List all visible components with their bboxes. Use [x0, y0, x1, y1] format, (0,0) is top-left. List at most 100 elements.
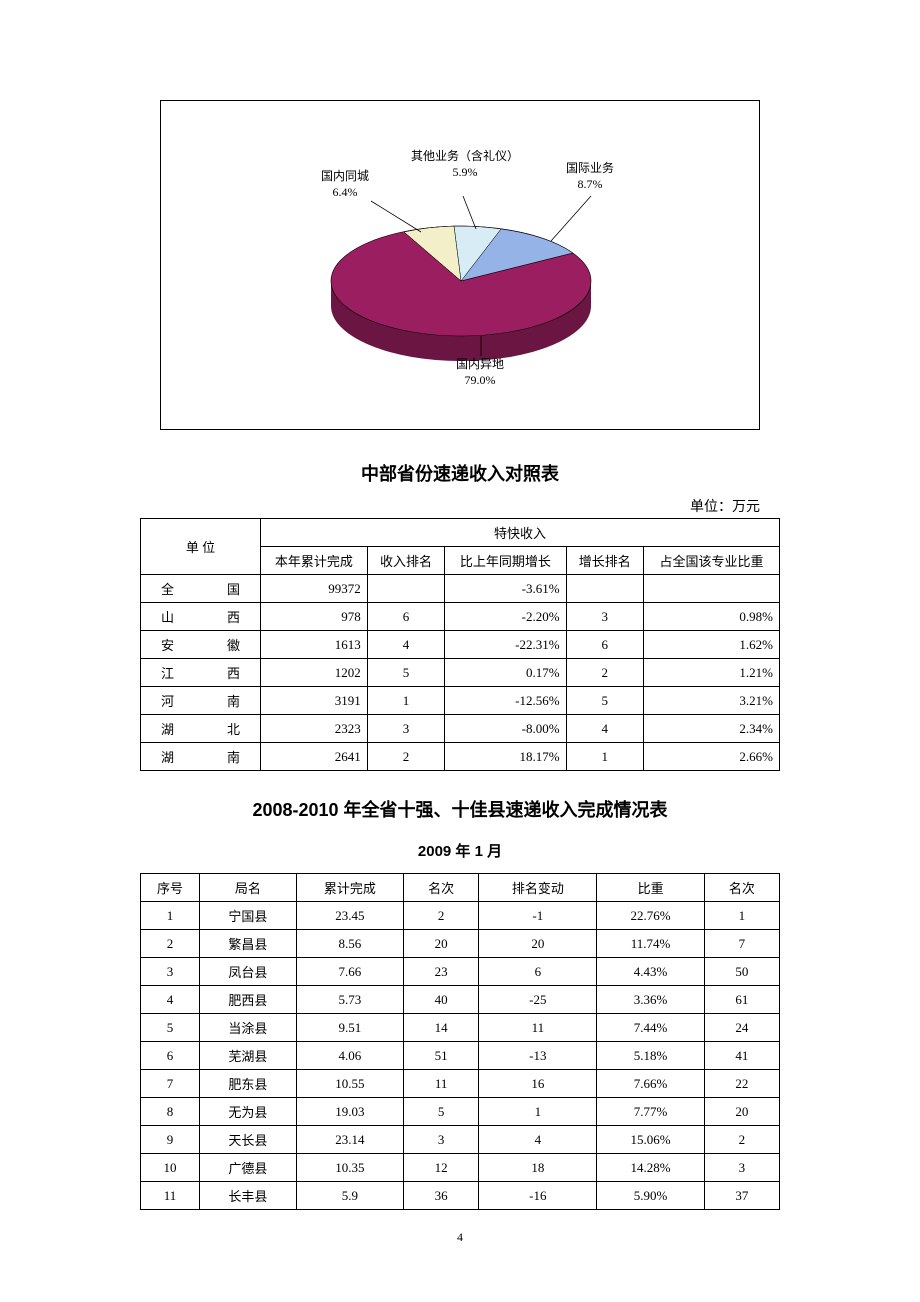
cell: 7.77%: [597, 1098, 704, 1126]
cell: 天长县: [200, 1126, 297, 1154]
cell: 14.28%: [597, 1154, 704, 1182]
cell: 长丰县: [200, 1182, 297, 1210]
cell: 5.9: [296, 1182, 403, 1210]
cell: 4.43%: [597, 958, 704, 986]
cell: 11: [479, 1014, 597, 1042]
table2-title: 2008-2010 年全省十强、十佳县速递收入完成情况表: [90, 796, 830, 822]
pie-label-pct: 5.9%: [453, 165, 478, 179]
table-row: 安徽16134-22.31%61.62%: [141, 631, 780, 659]
th: 排名变动: [479, 874, 597, 902]
cell: -1: [479, 902, 597, 930]
cell: 3.21%: [644, 687, 780, 715]
table-row: 5当涂县9.5114117.44%24: [141, 1014, 780, 1042]
th: 序号: [141, 874, 200, 902]
table-row: 湖南2641218.17%12.66%: [141, 743, 780, 771]
table-row: 3凤台县7.662364.43%50: [141, 958, 780, 986]
cell: -2.20%: [445, 603, 566, 631]
cell: 6: [367, 603, 445, 631]
cell: 5.73: [296, 986, 403, 1014]
cell: 广德县: [200, 1154, 297, 1182]
cell: 23.14: [296, 1126, 403, 1154]
cell: 11: [141, 1182, 200, 1210]
cell: 6: [566, 631, 644, 659]
cell: 2: [367, 743, 445, 771]
cell: 3: [367, 715, 445, 743]
cell: 10.55: [296, 1070, 403, 1098]
cell: 3: [704, 1154, 779, 1182]
cell: [566, 575, 644, 603]
cell: 9: [141, 1126, 200, 1154]
table-row: 河南31911-12.56%53.21%: [141, 687, 780, 715]
cell: 1.62%: [644, 631, 780, 659]
pie-label-intl: 国际业务 8.7%: [566, 161, 614, 192]
th-unit: 单 位: [141, 519, 261, 575]
cell: 无为县: [200, 1098, 297, 1126]
cell-unit: 安徽: [141, 631, 261, 659]
pie-label-domestic: 国内异地 79.0%: [456, 357, 504, 388]
cell-unit: 河南: [141, 687, 261, 715]
cell: -13: [479, 1042, 597, 1070]
cell: 0.98%: [644, 603, 780, 631]
table-row: 湖北23233-8.00%42.34%: [141, 715, 780, 743]
cell: 2323: [261, 715, 368, 743]
cell: -12.56%: [445, 687, 566, 715]
cell: 1: [479, 1098, 597, 1126]
pie-label-text: 国内异地: [456, 357, 504, 371]
cell: 5: [141, 1014, 200, 1042]
cell: -25: [479, 986, 597, 1014]
cell: 4.06: [296, 1042, 403, 1070]
cell: 22.76%: [597, 902, 704, 930]
cell: 10.35: [296, 1154, 403, 1182]
cell: 23: [404, 958, 479, 986]
table1-title: 中部省份速递收入对照表: [90, 460, 830, 486]
th: 名次: [704, 874, 779, 902]
table1-unit: 单位：万元: [90, 496, 830, 516]
cell: 7.66: [296, 958, 403, 986]
cell: -8.00%: [445, 715, 566, 743]
cell: 2.34%: [644, 715, 780, 743]
pie-chart-container: 国际业务 8.7% 其他业务（含礼仪） 5.9% 国内同城 6.4% 国内异地 …: [160, 100, 760, 430]
cell: 1: [367, 687, 445, 715]
cell: 0.17%: [445, 659, 566, 687]
cell: 15.06%: [597, 1126, 704, 1154]
table-row: 10广德县10.35121814.28%3: [141, 1154, 780, 1182]
cell: 22: [704, 1070, 779, 1098]
cell-unit: 全国: [141, 575, 261, 603]
cell: 18: [479, 1154, 597, 1182]
cell: 12: [404, 1154, 479, 1182]
cell: 4: [479, 1126, 597, 1154]
cell: 1: [141, 902, 200, 930]
cell: 芜湖县: [200, 1042, 297, 1070]
th: 局名: [200, 874, 297, 902]
table-row: 序号局名累计完成名次排名变动比重名次: [141, 874, 780, 902]
table-row: 7肥东县10.5511167.66%22: [141, 1070, 780, 1098]
cell: 7.66%: [597, 1070, 704, 1098]
cell: 7: [704, 930, 779, 958]
cell: 2: [566, 659, 644, 687]
cell: 5: [404, 1098, 479, 1126]
table-row: 山西9786-2.20%30.98%: [141, 603, 780, 631]
cell: 20: [704, 1098, 779, 1126]
th: 收入排名: [367, 547, 445, 575]
cell: 2: [404, 902, 479, 930]
cell: 4: [141, 986, 200, 1014]
cell: 8: [141, 1098, 200, 1126]
table2-date: 2009 年 1 月: [90, 840, 830, 861]
cell: 1: [566, 743, 644, 771]
table-row: 1宁国县23.452-122.76%1: [141, 902, 780, 930]
cell: 37: [704, 1182, 779, 1210]
th: 本年累计完成: [261, 547, 368, 575]
cell: 5.18%: [597, 1042, 704, 1070]
cell: 8.56: [296, 930, 403, 958]
cell: 20: [404, 930, 479, 958]
th: 增长排名: [566, 547, 644, 575]
table-row: 11长丰县5.936-165.90%37: [141, 1182, 780, 1210]
cell: 18.17%: [445, 743, 566, 771]
cell: 20: [479, 930, 597, 958]
cell: 14: [404, 1014, 479, 1042]
table-row: 江西120250.17%21.21%: [141, 659, 780, 687]
cell: 99372: [261, 575, 368, 603]
cell: 50: [704, 958, 779, 986]
cell: 16: [479, 1070, 597, 1098]
th-group: 特快收入: [261, 519, 780, 547]
